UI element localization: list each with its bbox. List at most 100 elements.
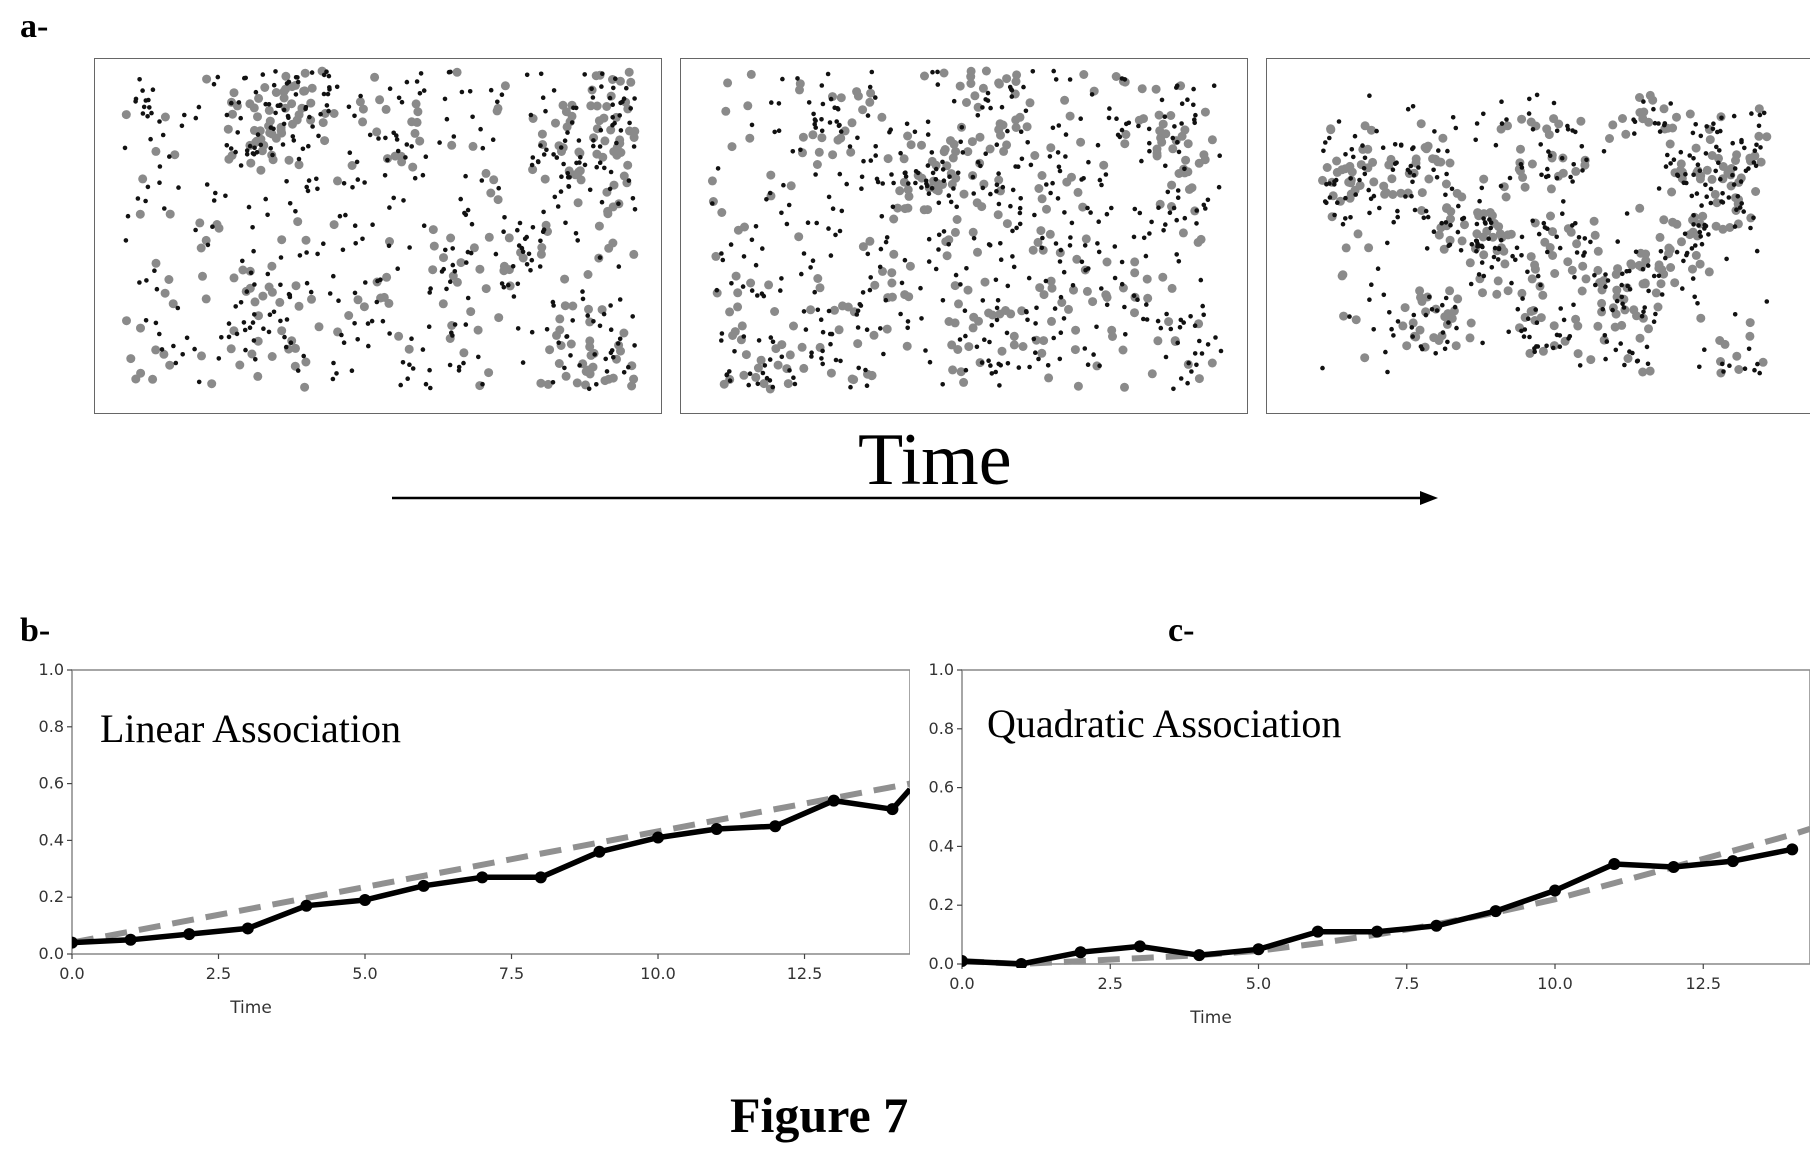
black-particle [148,136,153,142]
gray-particle [275,297,285,307]
gray-particle [165,360,175,370]
gray-particle [1071,325,1081,335]
black-particle [267,312,273,317]
gray-particle [1659,104,1669,114]
black-particle [400,360,406,365]
black-particle [1327,195,1333,200]
black-particle [719,338,724,343]
gray-particle [1451,341,1461,351]
black-particle [1156,205,1161,210]
black-particle [300,146,306,152]
black-particle [1008,203,1013,209]
black-particle [597,144,603,149]
black-particle [420,347,426,352]
black-particle [238,300,244,305]
black-particle [1635,358,1641,364]
black-particle [253,357,258,362]
black-particle [1481,111,1486,117]
black-particle [273,69,278,74]
black-particle [1716,160,1721,166]
black-particle [1374,128,1379,134]
black-particle [1651,106,1656,112]
black-particle [749,122,755,128]
black-particle [1546,149,1551,154]
gray-particle [198,271,207,281]
black-particle [820,101,826,107]
black-particle [1096,249,1102,255]
black-particle [1182,166,1187,172]
x-tick-label: 2.5 [1098,974,1123,993]
black-particle [1144,302,1149,307]
black-particle [537,264,543,269]
black-particle [1405,167,1411,173]
gray-particle [812,160,822,169]
black-particle [442,96,448,102]
black-particle [899,280,905,286]
gray-particle [229,273,239,283]
gray-particle [1076,137,1086,147]
black-particle [863,367,868,373]
black-particle [1698,133,1704,139]
gray-particle [1341,243,1351,253]
black-particle [762,363,768,368]
black-particle [582,162,588,168]
black-particle [147,105,152,110]
gray-particle [939,147,949,157]
black-particle [1034,305,1039,311]
gray-particle [1416,119,1426,129]
gray-particle [746,69,756,79]
black-particle [1158,325,1164,331]
black-particle [1055,150,1061,155]
gray-particle [1151,84,1161,94]
black-particle [1704,194,1709,199]
black-particle [930,69,935,75]
black-particle [1061,269,1067,275]
black-particle [868,158,874,163]
gray-particle [489,175,499,185]
black-particle [1645,263,1651,268]
black-particle [1410,179,1415,185]
black-particle [1431,167,1436,173]
gray-particle [1645,90,1655,100]
black-particle [1192,323,1198,329]
black-particle [1538,142,1543,147]
black-particle [421,88,427,93]
gray-particle [1166,111,1176,120]
gray-particle [329,220,339,230]
black-particle [580,289,585,294]
black-particle [1752,367,1757,373]
black-particle [790,149,796,154]
gray-particle [381,104,391,114]
black-particle [980,105,985,110]
black-particle [1389,326,1394,332]
black-particle [538,71,544,77]
black-particle [558,189,564,194]
black-particle [358,93,363,99]
gray-particle [608,202,618,212]
black-particle [630,314,635,319]
black-particle [395,148,401,154]
gray-particle [1688,264,1697,274]
black-particle [1332,212,1337,218]
black-particle [741,334,747,339]
black-particle [604,369,610,374]
black-particle [1177,325,1183,330]
gray-particle [484,232,494,242]
black-particle [883,297,889,303]
black-particle [1097,177,1103,183]
gray-particle [846,147,856,157]
black-particle [1067,243,1073,248]
gray-particle [1745,153,1755,163]
black-particle [1487,217,1492,222]
black-particle [1491,254,1497,260]
gray-particle [717,208,727,217]
black-particle [246,204,252,210]
gray-particle [903,185,913,195]
gray-particle [996,130,1005,140]
black-particle [340,247,346,253]
black-particle [334,84,340,90]
black-particle [1521,334,1527,339]
black-particle [1452,304,1458,310]
black-particle [1684,250,1690,256]
black-particle [398,382,404,388]
